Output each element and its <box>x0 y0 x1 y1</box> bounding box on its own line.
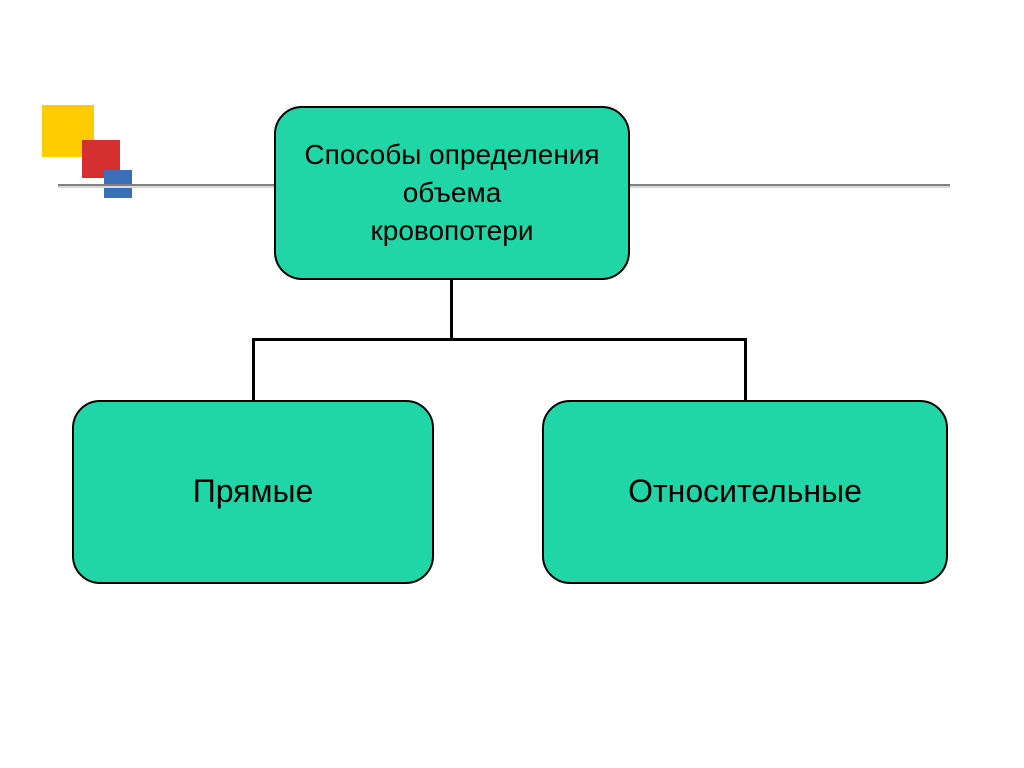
root-node-label: Способы определенияобъемакровопотери <box>304 136 599 249</box>
child-right-label: Относительные <box>628 470 862 513</box>
logo-squares <box>42 105 152 215</box>
connector-left-down <box>252 338 255 400</box>
root-node: Способы определенияобъемакровопотери <box>274 106 630 280</box>
child-node-left: Прямые <box>72 400 434 584</box>
connector-horizontal <box>252 338 746 341</box>
child-node-right: Относительные <box>542 400 948 584</box>
connector-root-down <box>450 280 453 340</box>
child-left-label: Прямые <box>193 470 314 513</box>
connector-right-down <box>744 338 747 400</box>
